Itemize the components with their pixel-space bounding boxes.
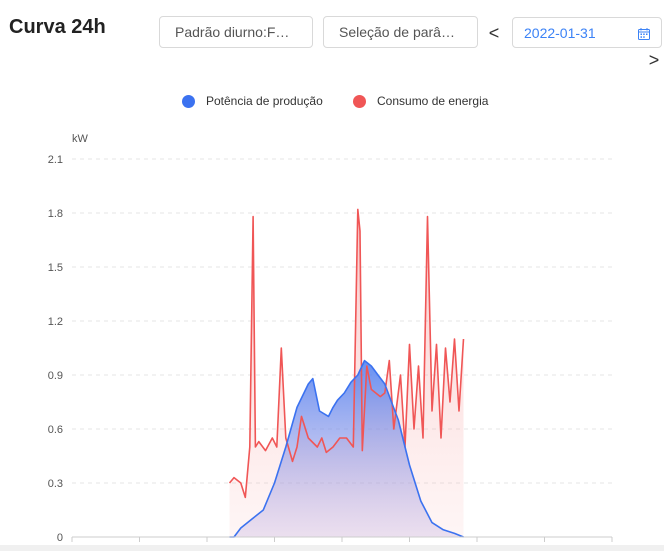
legend-consumption-label: Consumo de energia <box>377 94 489 108</box>
legend-consumption-dot <box>353 94 366 108</box>
production-area <box>229 360 464 537</box>
y-tick-label: 1.2 <box>48 316 63 328</box>
legend-production-label: Potência de produção <box>206 94 323 108</box>
consumption-line <box>228 208 465 499</box>
y-tick-label: 0.6 <box>48 424 63 436</box>
y-tick-label: 1.8 <box>48 208 63 220</box>
production-line <box>229 359 464 538</box>
mode-select[interactable]: Padrão diurno:Fec... <box>159 16 313 48</box>
next-date-button[interactable]: > <box>648 50 660 70</box>
page-title: Curva 24h <box>9 16 106 38</box>
calendar-icon[interactable] <box>638 27 650 40</box>
legend-production-dot <box>182 94 195 108</box>
prev-date-button[interactable]: < <box>488 23 500 43</box>
y-tick-label: 1.5 <box>48 262 63 274</box>
date-value: 2022-01-31 <box>524 25 596 41</box>
y-axis-unit: kW <box>72 133 89 145</box>
legend-production[interactable]: Potência de produção <box>182 94 323 108</box>
y-tick-label: 0.3 <box>48 478 63 490</box>
parameter-select[interactable]: Seleção de parâm... <box>323 16 478 48</box>
chart-areas <box>228 208 465 538</box>
bottom-scrollbar[interactable] <box>0 545 664 551</box>
legend-consumption[interactable]: Consumo de energia <box>353 94 488 108</box>
chart-grid <box>72 158 612 484</box>
y-axis-ticks: 0 0.3 0.6 0.9 1.2 1.5 1.8 2.1 <box>48 154 63 544</box>
y-tick-label: 2.1 <box>48 154 63 166</box>
y-tick-label: 0.9 <box>48 370 63 382</box>
y-tick-label: 0 <box>57 532 63 544</box>
date-picker[interactable]: 2022-01-31 <box>512 17 662 48</box>
x-axis <box>71 536 613 542</box>
